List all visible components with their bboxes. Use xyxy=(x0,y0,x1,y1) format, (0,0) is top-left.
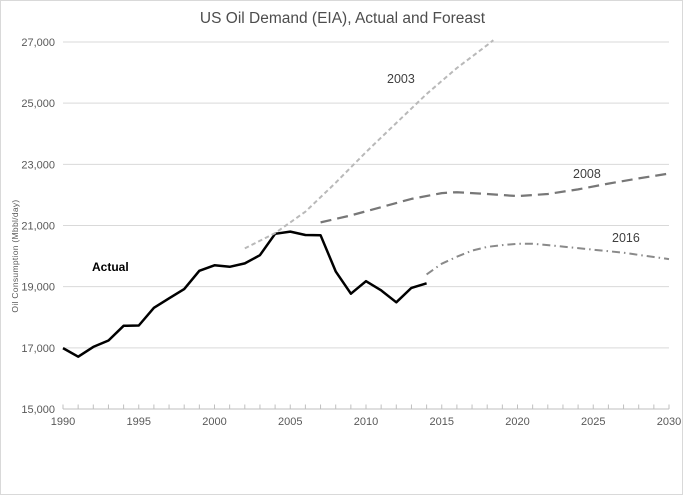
series-forecast-2008-line xyxy=(320,172,670,224)
x-tick-label: 2000 xyxy=(202,416,226,428)
y-tick-label: 15,000 xyxy=(21,404,55,416)
y-tick-label: 21,000 xyxy=(21,221,55,233)
series-actual-line xyxy=(62,230,427,358)
series-label-actual: Actual xyxy=(92,260,129,274)
x-tick-label: 2030 xyxy=(657,416,681,428)
series-forecast-2016-line xyxy=(426,242,670,276)
y-tick-label: 27,000 xyxy=(21,37,55,49)
y-tick-label: 23,000 xyxy=(21,159,55,171)
series-label-2016-forecast: 2016 xyxy=(612,231,640,245)
y-tick-label: 25,000 xyxy=(21,98,55,110)
y-tick-label: 19,000 xyxy=(21,282,55,294)
chart-title: US Oil Demand (EIA), Actual and Foreast xyxy=(199,10,486,27)
series-forecast-2003-line xyxy=(244,39,494,250)
series-label-2003-forecast: 2003 xyxy=(387,72,415,86)
x-tick-label: 2005 xyxy=(278,416,302,428)
y-tick-label: 17,000 xyxy=(21,343,55,355)
x-tick-label: 2020 xyxy=(505,416,529,428)
x-tick-label: 2010 xyxy=(354,416,378,428)
x-tick-label: 1995 xyxy=(127,416,151,428)
series-label-2008-forecast: 2008 xyxy=(573,167,601,181)
x-tick-label: 1990 xyxy=(51,416,75,428)
x-tick-label: 2015 xyxy=(430,416,454,428)
x-tick-label: 2025 xyxy=(581,416,605,428)
